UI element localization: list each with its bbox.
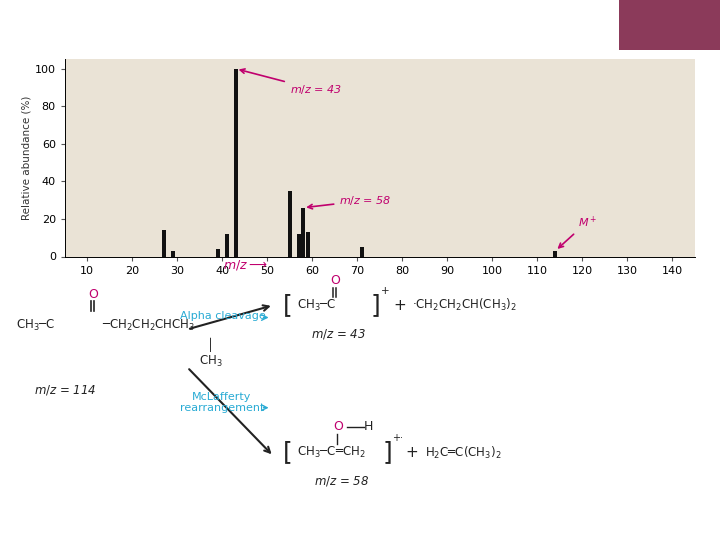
Text: CH$_3$─C: CH$_3$─C bbox=[16, 318, 55, 333]
Text: CH$_3$: CH$_3$ bbox=[199, 354, 222, 369]
Text: M$^+$: M$^+$ bbox=[559, 214, 597, 248]
Text: +: + bbox=[381, 286, 390, 295]
Bar bbox=[297, 234, 301, 256]
Bar bbox=[225, 234, 229, 256]
Text: ─CH$_2$CH$_2$CHCH$_3$: ─CH$_2$CH$_2$CHCH$_3$ bbox=[102, 318, 196, 333]
Text: O: O bbox=[333, 420, 343, 433]
Text: H$_2$C═C(CH$_3$)$_2$: H$_2$C═C(CH$_3$)$_2$ bbox=[425, 444, 501, 461]
Text: $m/z$ = 43: $m/z$ = 43 bbox=[311, 327, 366, 341]
Text: +: + bbox=[405, 445, 418, 460]
Text: │: │ bbox=[207, 338, 215, 352]
Text: $m/z$ = 58: $m/z$ = 58 bbox=[315, 474, 369, 488]
Bar bbox=[288, 191, 292, 256]
Text: O: O bbox=[330, 274, 340, 287]
Text: ·CH$_2$CH$_2$CH(CH$_3$)$_2$: ·CH$_2$CH$_2$CH(CH$_3$)$_2$ bbox=[412, 297, 516, 313]
Bar bbox=[171, 251, 175, 256]
Y-axis label: Relative abundance (%): Relative abundance (%) bbox=[22, 96, 32, 220]
Text: ⟶: ⟶ bbox=[248, 258, 266, 272]
Bar bbox=[360, 247, 364, 256]
Text: $m/z$ = 43: $m/z$ = 43 bbox=[240, 69, 342, 96]
Text: ]: ] bbox=[371, 293, 381, 317]
Text: $m/z$: $m/z$ bbox=[223, 258, 248, 272]
Text: O: O bbox=[89, 288, 99, 301]
Text: McLafferty
rearrangement: McLafferty rearrangement bbox=[179, 392, 264, 413]
Bar bbox=[301, 208, 305, 256]
Text: Spectroscopy of Aldehydes and Ketones: Spectroscopy of Aldehydes and Ketones bbox=[7, 14, 575, 38]
Text: CH$_3$─C═CH$_2$: CH$_3$─C═CH$_2$ bbox=[297, 445, 365, 460]
Text: +·: +· bbox=[392, 434, 403, 443]
Text: $m/z$ = 114: $m/z$ = 114 bbox=[34, 383, 96, 397]
Text: Alpha cleavage: Alpha cleavage bbox=[180, 311, 266, 321]
Bar bbox=[234, 69, 238, 256]
Text: ]: ] bbox=[382, 441, 392, 464]
Text: [: [ bbox=[283, 441, 293, 464]
Bar bbox=[306, 232, 310, 256]
Text: [: [ bbox=[283, 293, 293, 317]
Text: H: H bbox=[364, 420, 374, 433]
Bar bbox=[216, 249, 220, 256]
Text: +: + bbox=[393, 298, 406, 313]
Text: $m/z$ = 58: $m/z$ = 58 bbox=[308, 194, 392, 209]
Text: CH$_3$─C: CH$_3$─C bbox=[297, 298, 336, 313]
Bar bbox=[162, 230, 166, 256]
Bar bbox=[553, 251, 557, 256]
